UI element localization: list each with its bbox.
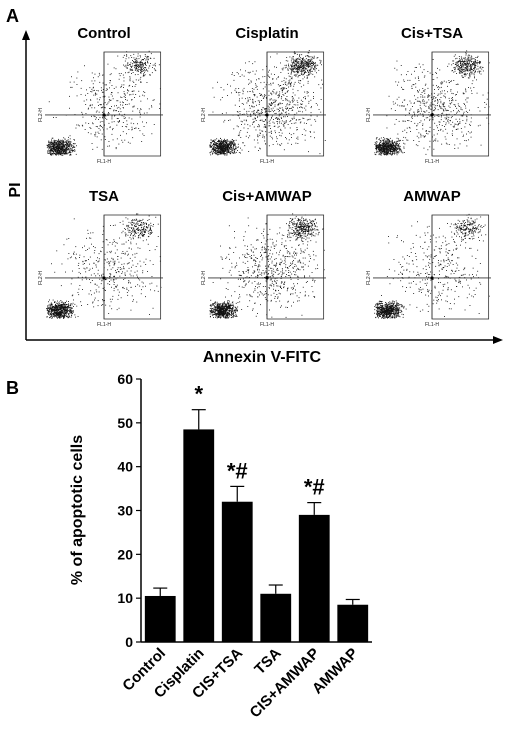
panel-a-label: A	[6, 6, 19, 26]
y-channel-label: FL2-H	[38, 271, 44, 285]
facs-plot-title: AMWAP	[403, 188, 461, 205]
bar-y-axis-title: % of apoptotic cells	[69, 435, 86, 585]
quadrant-center	[430, 113, 434, 117]
y-tick-label: 30	[117, 503, 133, 519]
bar-cis-tsa	[221, 501, 253, 642]
significance-marker: *#	[227, 458, 248, 483]
apoptotic-gate	[103, 214, 162, 320]
significance-marker: *	[194, 382, 203, 407]
y-tick-label: 50	[117, 415, 133, 431]
bar-cis-amwap	[298, 514, 330, 642]
x-axis-title-annexin: Annexin V-FITC	[203, 349, 322, 366]
x-tick-label: TSA	[251, 645, 284, 678]
y-tick-label: 10	[117, 590, 133, 606]
x-channel-label: FL1-H	[97, 159, 111, 165]
x-channel-label: FL1-H	[260, 322, 274, 328]
apoptotic-gate	[431, 214, 490, 320]
y-axis-title-pi: PI	[7, 182, 24, 197]
bar-amwap	[337, 604, 369, 642]
apoptotic-gate	[266, 214, 325, 320]
x-channel-label: FL1-H	[260, 159, 274, 165]
quadrant-center	[430, 276, 434, 280]
quadrant-center	[102, 276, 106, 280]
facs-plot-6: AMWAP FL2-H FL1-H	[366, 188, 491, 328]
facs-plot-1: Control FL2-H FL1-H	[38, 25, 163, 165]
y-channel-label: FL2-H	[38, 108, 44, 122]
y-tick-label: 20	[117, 546, 133, 562]
y-channel-label: FL2-H	[201, 271, 207, 285]
facs-plot-3: Cis+TSA FL2-H FL1-H	[366, 25, 491, 165]
facs-plot-title: TSA	[89, 188, 119, 205]
y-axis-arrowhead	[22, 30, 30, 40]
facs-plot-title: Cisplatin	[235, 25, 298, 42]
panel-a: A PI Annexin V-FITC ControlFL2-HFL1-HCis…	[6, 6, 503, 366]
panel-b: B % of apoptotic cells 0102030405060Cont…	[6, 371, 372, 721]
facs-dots	[209, 50, 326, 156]
quadrant-center	[102, 113, 106, 117]
bar-tsa	[260, 593, 292, 642]
y-tick-label: 0	[125, 634, 133, 650]
quadrant-center	[265, 276, 269, 280]
y-channel-label: FL2-H	[366, 108, 372, 122]
facs-plot-2: Cisplatin FL2-H FL1-H	[201, 25, 326, 165]
facs-dots	[374, 213, 490, 319]
facs-plot-5: Cis+AMWAP FL2-H FL1-H	[201, 188, 326, 328]
facs-plots-group: ControlFL2-HFL1-HCisplatinFL2-HFL1-HCis+…	[38, 25, 491, 328]
facs-plot-title: Control	[77, 25, 130, 42]
bar-control	[144, 595, 176, 642]
apoptotic-gate	[266, 51, 325, 157]
facs-plot-4: TSA FL2-H FL1-H	[38, 188, 163, 328]
apoptotic-gate	[431, 51, 490, 157]
facs-dots	[374, 50, 490, 156]
y-tick-label: 60	[117, 371, 133, 387]
facs-dots	[46, 50, 161, 156]
facs-dots	[209, 213, 325, 319]
facs-plot-title: Cis+AMWAP	[222, 188, 312, 205]
y-channel-label: FL2-H	[366, 271, 372, 285]
panel-b-label: B	[6, 378, 19, 398]
x-channel-label: FL1-H	[425, 159, 439, 165]
y-tick-label: 40	[117, 459, 133, 475]
facs-plot-title: Cis+TSA	[401, 25, 463, 42]
x-channel-label: FL1-H	[97, 322, 111, 328]
quadrant-center	[265, 113, 269, 117]
x-axis-arrowhead	[493, 336, 503, 344]
x-channel-label: FL1-H	[425, 322, 439, 328]
significance-marker: *#	[304, 475, 325, 500]
y-channel-label: FL2-H	[201, 108, 207, 122]
apoptotic-gate	[103, 51, 162, 157]
bar-cisplatin	[183, 429, 215, 642]
facs-dots	[46, 213, 162, 319]
